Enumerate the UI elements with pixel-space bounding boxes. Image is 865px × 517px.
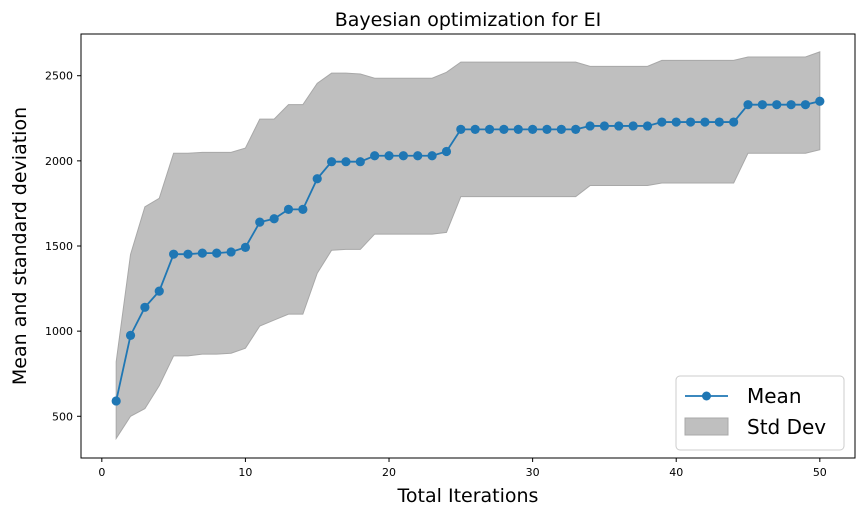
- legend-std-dev-label: Std Dev: [747, 415, 826, 439]
- mean-point: [614, 121, 624, 131]
- mean-point: [484, 124, 495, 134]
- mean-point: [226, 247, 236, 257]
- mean-point: [298, 204, 308, 214]
- std-dev-band: [115, 51, 821, 441]
- mean-point: [398, 151, 408, 161]
- x-axis: 0 10 20 30 40 50: [98, 458, 827, 479]
- mean-point: [197, 248, 207, 258]
- legend-std-dev-swatch: [684, 417, 729, 436]
- y-tick-label: 1000: [45, 325, 73, 338]
- mean-point: [370, 151, 380, 161]
- mean-point: [671, 117, 681, 127]
- mean-point: [140, 302, 150, 312]
- mean-point: [556, 124, 566, 134]
- mean-point: [169, 249, 179, 259]
- mean-point: [786, 100, 796, 110]
- y-tick-label: 2500: [45, 70, 73, 83]
- x-tick-label: 30: [526, 466, 540, 479]
- mean-point: [571, 124, 581, 134]
- x-tick-label: 20: [382, 466, 396, 479]
- mean-point: [815, 96, 825, 106]
- mean-point: [499, 124, 509, 134]
- mean-point: [255, 217, 265, 227]
- mean-point: [269, 214, 279, 224]
- y-tick-label: 2000: [45, 155, 73, 168]
- legend-mean-marker-swatch: [702, 391, 711, 401]
- mean-point: [685, 117, 696, 127]
- mean-point: [456, 124, 466, 134]
- mean-point: [542, 124, 552, 134]
- mean-point: [183, 249, 193, 259]
- mean-point: [326, 157, 337, 167]
- mean-point: [800, 100, 811, 110]
- mean-point: [657, 117, 667, 127]
- mean-point: [513, 124, 523, 134]
- mean-point: [585, 121, 595, 131]
- mean-point: [312, 174, 322, 184]
- mean-point: [757, 100, 767, 110]
- x-tick-label: 10: [238, 466, 252, 479]
- y-axis-title: Mean and standard deviation: [9, 107, 31, 385]
- mean-point: [642, 121, 653, 131]
- mean-point: [470, 124, 480, 134]
- std-dev-band-layer: [115, 51, 821, 441]
- mean-marker-layer: [111, 96, 825, 406]
- mean-point: [427, 151, 437, 161]
- y-axis: 500 1000 1500 2000 2500: [45, 70, 81, 423]
- mean-point: [700, 117, 710, 127]
- legend-mean-label: Mean: [747, 384, 802, 408]
- mean-point: [283, 204, 294, 214]
- mean-point: [441, 146, 452, 157]
- mean-point: [212, 248, 222, 258]
- mean-point: [125, 330, 136, 340]
- x-tick-label: 40: [669, 466, 683, 479]
- mean-point: [714, 117, 724, 127]
- y-tick-label: 1500: [45, 240, 73, 253]
- mean-point: [743, 100, 753, 110]
- y-tick-label: 500: [52, 410, 73, 423]
- mean-point: [154, 286, 164, 296]
- mean-point: [111, 396, 121, 406]
- mean-point: [384, 151, 394, 161]
- x-tick-label: 0: [98, 466, 105, 479]
- x-tick-label: 50: [813, 466, 827, 479]
- chart-title: Bayesian optimization for EI: [335, 9, 602, 31]
- mean-point: [772, 100, 782, 110]
- x-axis-title: Total Iterations: [397, 485, 539, 507]
- legend: Mean Std Dev: [675, 375, 845, 451]
- mean-point: [599, 121, 610, 131]
- mean-point: [355, 157, 365, 167]
- mean-point: [341, 157, 351, 167]
- mean-point: [528, 124, 538, 134]
- mean-point: [240, 242, 251, 252]
- mean-point: [413, 151, 423, 161]
- mean-point: [628, 121, 638, 131]
- mean-point: [729, 117, 739, 127]
